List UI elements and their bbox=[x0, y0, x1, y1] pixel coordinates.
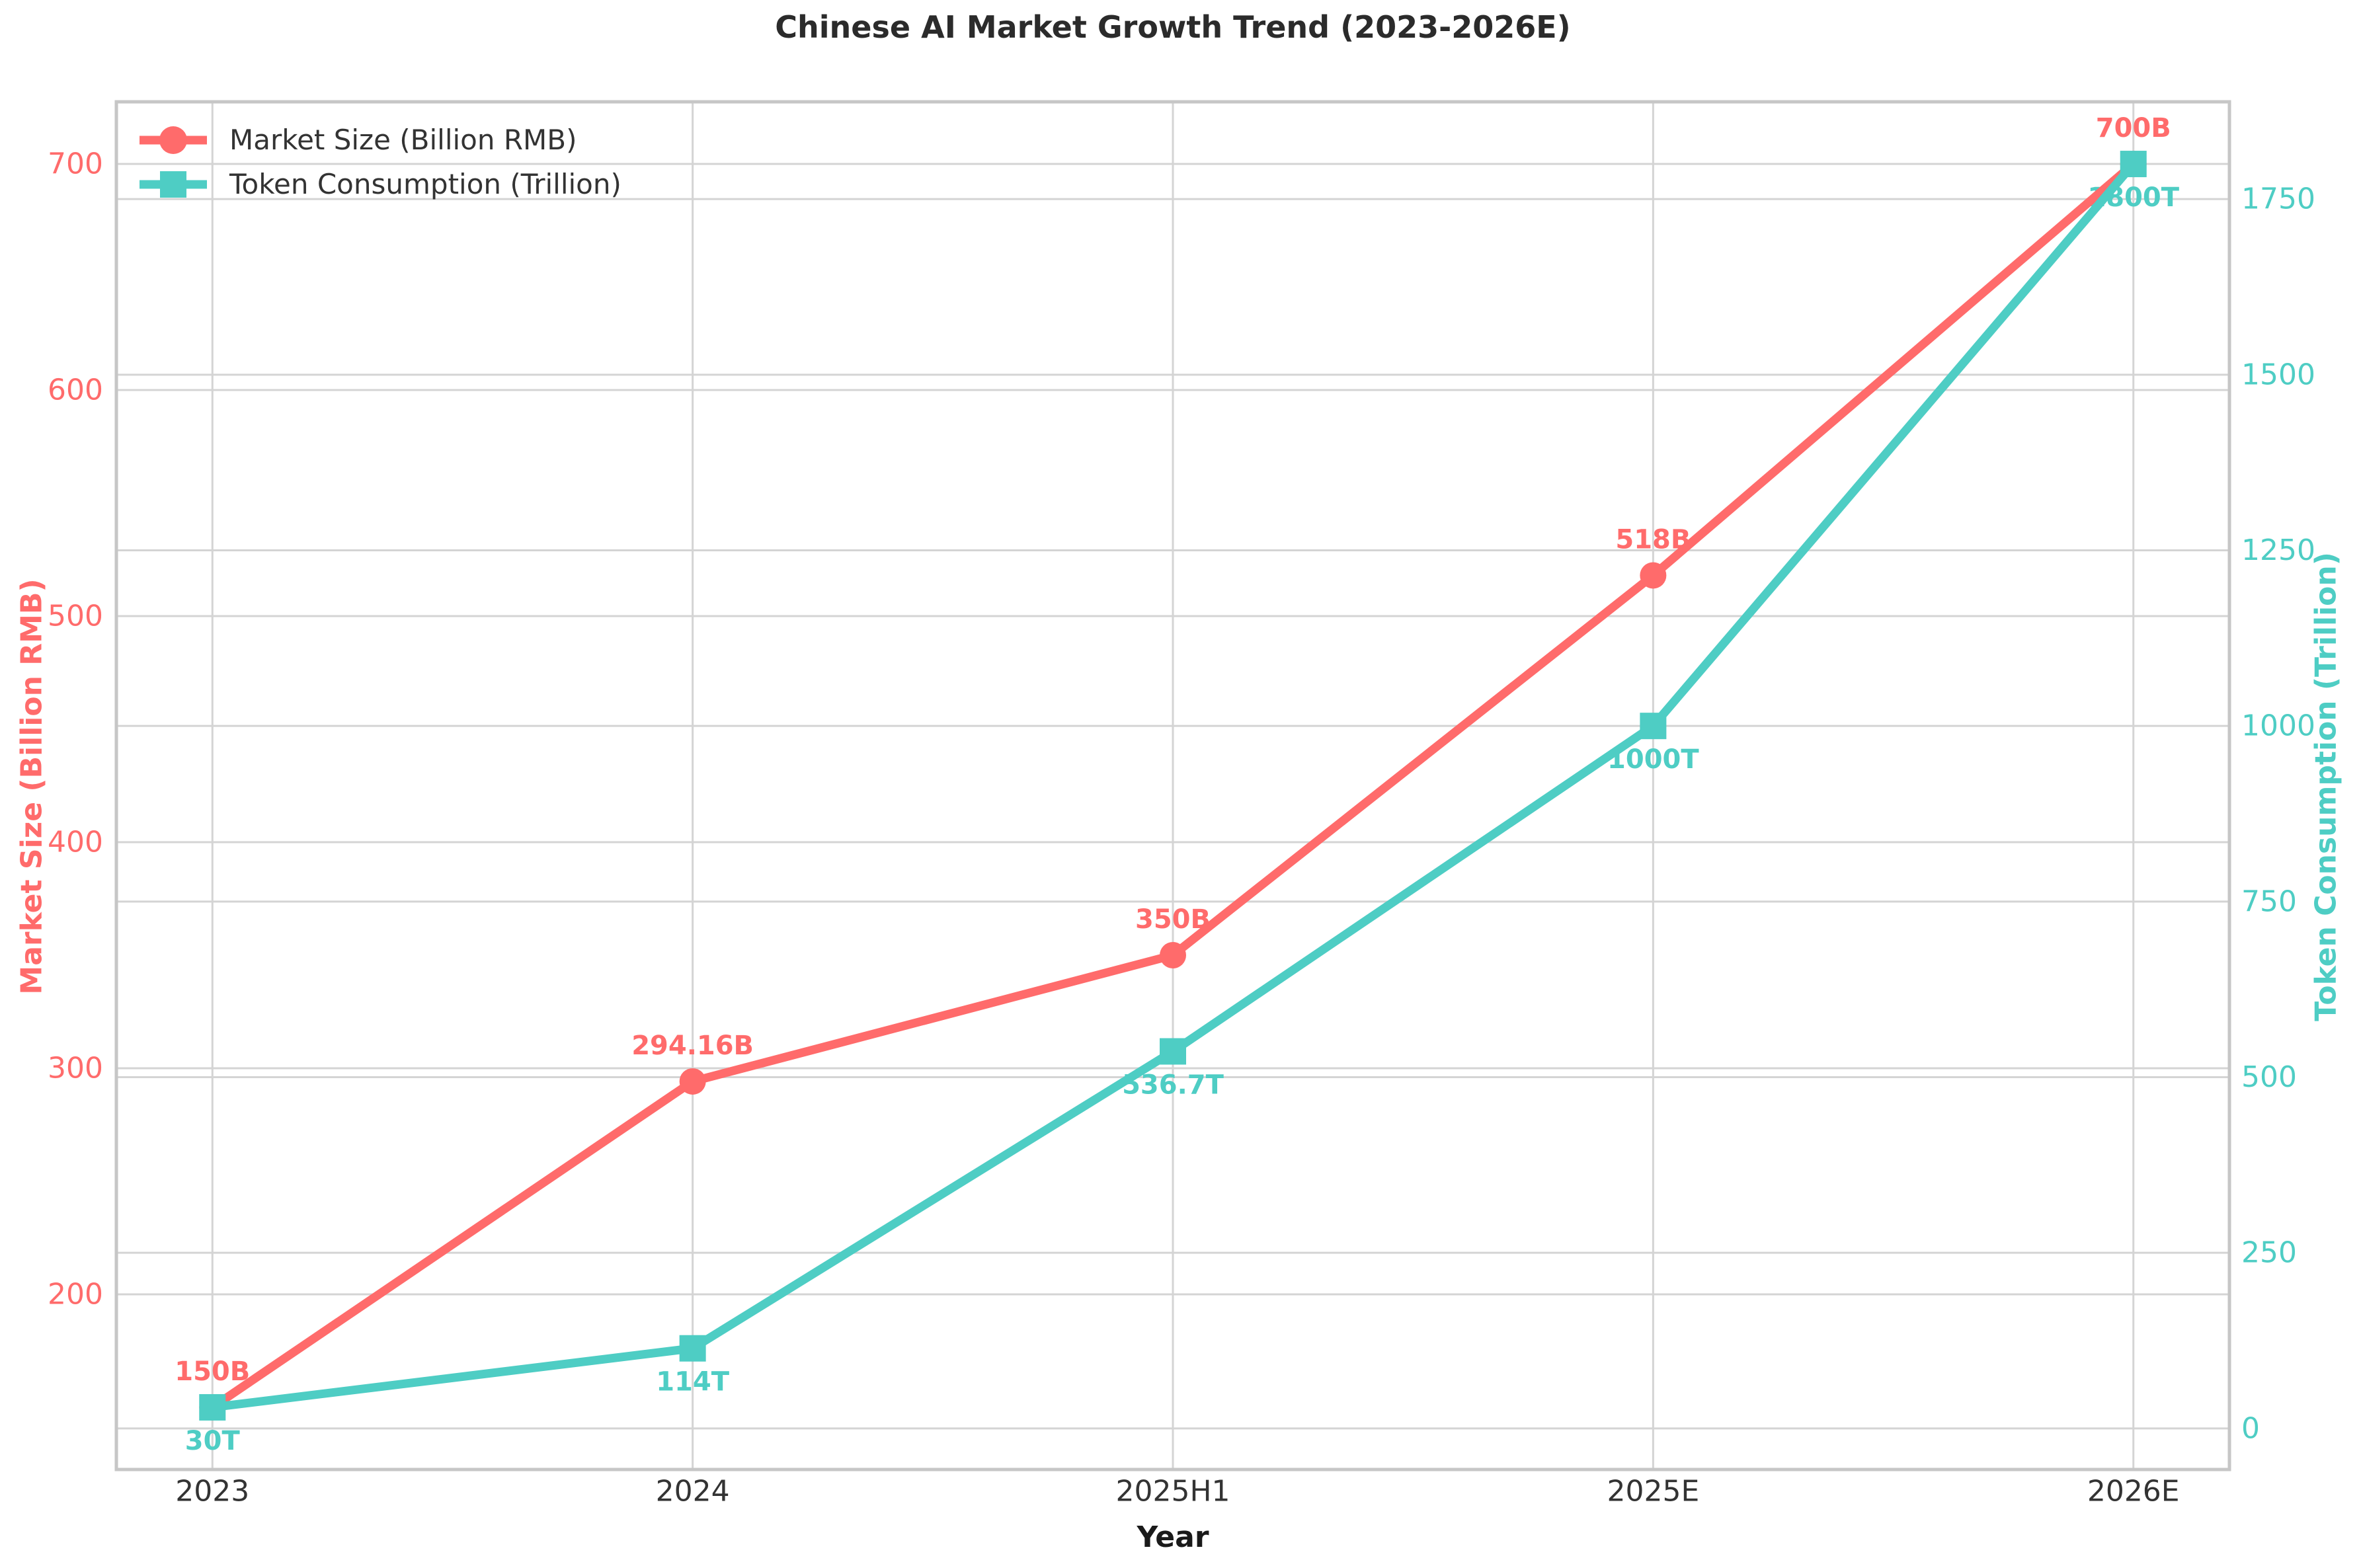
left-axis-tick-label: 500 bbox=[48, 600, 103, 633]
legend-item-token-consumption: Token Consumption (Trillion) bbox=[139, 162, 621, 206]
right-axis-tick-label: 1000 bbox=[2241, 709, 2315, 743]
x-axis-tick-label: 2024 bbox=[656, 1475, 730, 1509]
right-axis-tick-label: 1250 bbox=[2241, 533, 2315, 567]
point-label: 350B bbox=[1135, 904, 1211, 935]
data-point-square bbox=[199, 1393, 226, 1421]
legend: Market Size (Billion RMB) Token Consumpt… bbox=[139, 118, 621, 206]
data-point-square bbox=[2120, 151, 2147, 178]
line-circle-marker-icon bbox=[140, 126, 207, 154]
x-axis-tick-label: 2026E bbox=[2087, 1475, 2180, 1509]
x-axis-tick-label: 2025H1 bbox=[1115, 1475, 1230, 1509]
point-label: 114T bbox=[656, 1367, 729, 1397]
left-axis-tick-label: 400 bbox=[48, 825, 103, 859]
point-label: 150B bbox=[175, 1356, 250, 1387]
point-label: 30T bbox=[185, 1426, 241, 1456]
data-point-square bbox=[1160, 1038, 1186, 1065]
data-point-circle bbox=[1160, 941, 1186, 968]
right-axis-tick-label: 1750 bbox=[2241, 182, 2315, 216]
point-label: 700B bbox=[2096, 113, 2171, 143]
right-axis-tick-label: 500 bbox=[2241, 1060, 2297, 1094]
legend-label: Token Consumption (Trillion) bbox=[229, 168, 621, 200]
plot-border bbox=[114, 100, 2231, 1471]
right-axis-tick-label: 250 bbox=[2241, 1236, 2297, 1270]
data-point-square bbox=[679, 1335, 706, 1362]
x-axis-tick-label: 2023 bbox=[175, 1475, 249, 1509]
data-point-circle bbox=[1640, 562, 1667, 589]
right-axis-tick-label: 750 bbox=[2241, 884, 2297, 918]
left-axis-tick-label: 600 bbox=[48, 373, 103, 407]
left-axis-tick-label: 200 bbox=[48, 1277, 103, 1311]
x-axis-title: Year bbox=[1137, 1520, 1209, 1554]
x-axis-tick-label: 2025E bbox=[1607, 1475, 1699, 1509]
legend-label: Market Size (Billion RMB) bbox=[229, 124, 577, 156]
point-label: 294.16B bbox=[631, 1031, 754, 1061]
right-axis-tick-label: 1500 bbox=[2241, 358, 2315, 391]
data-point-square bbox=[1640, 713, 1667, 740]
left-axis-tick-label: 300 bbox=[48, 1051, 103, 1085]
right-axis-tick-label: 0 bbox=[2241, 1411, 2260, 1445]
left-axis-tick-label: 700 bbox=[48, 147, 103, 181]
legend-item-market-size: Market Size (Billion RMB) bbox=[139, 118, 621, 162]
data-point-circle bbox=[679, 1068, 706, 1095]
line-square-marker-icon bbox=[140, 171, 207, 198]
chart-title: Chinese AI Market Growth Trend (2023-202… bbox=[775, 9, 1571, 45]
